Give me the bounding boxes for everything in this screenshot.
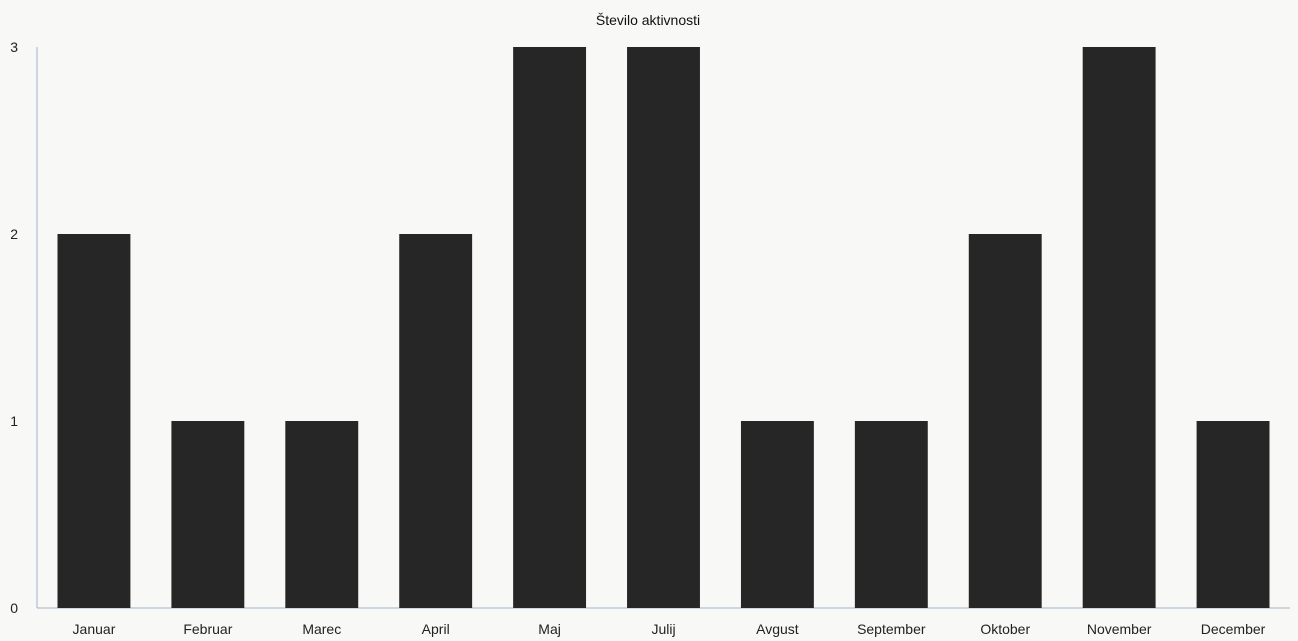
bar	[968, 234, 1042, 608]
bar	[285, 421, 359, 608]
y-tick-label: 2	[10, 226, 18, 242]
chart-title: Število aktivnosti	[596, 12, 700, 28]
bar	[627, 47, 700, 608]
y-tick-labels: 0 1 2 3	[10, 39, 18, 616]
category-labels: Januar Februar Marec April Maj Julij Avgust Sep…	[73, 621, 1266, 637]
y-tick-label: 1	[10, 413, 18, 429]
bar	[513, 47, 587, 608]
category-label: April	[422, 621, 450, 637]
y-tick-label: 0	[10, 600, 18, 616]
category-label: November	[1087, 621, 1152, 637]
bars	[57, 47, 1270, 608]
y-tick-label: 3	[10, 39, 18, 55]
category-label: December	[1201, 621, 1266, 637]
category-label: Avgust	[756, 621, 799, 637]
bar	[57, 234, 131, 608]
category-label: Februar	[183, 621, 232, 637]
bar	[1082, 47, 1156, 608]
category-label: September	[857, 621, 926, 637]
category-label: Marec	[302, 621, 341, 637]
category-label: Maj	[538, 621, 561, 637]
bar	[399, 234, 473, 608]
category-label: Januar	[73, 621, 116, 637]
bar	[171, 421, 245, 608]
category-label: Julij	[651, 621, 675, 637]
category-label: Oktober	[980, 621, 1030, 637]
bar	[1196, 421, 1270, 608]
bar	[740, 421, 814, 608]
bar	[854, 421, 928, 608]
